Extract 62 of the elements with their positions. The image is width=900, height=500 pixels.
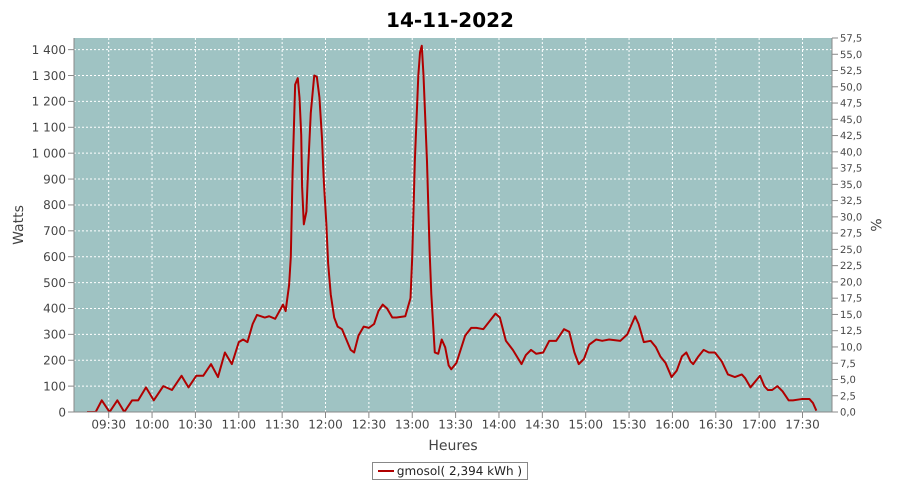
y-tick-label: 0: [58, 405, 66, 420]
x-tick-label: 11:00: [221, 418, 256, 432]
y2-tick-label: 40,0: [840, 147, 862, 158]
y2-tick-label: 15,0: [840, 310, 862, 321]
x-tick-label: 11:30: [264, 418, 300, 432]
x-tick-label: 10:00: [134, 418, 170, 432]
y2-tick-label: 5,0: [840, 375, 856, 386]
y-axis-title: Watts: [10, 205, 27, 245]
y2-tick-label: 2,5: [840, 391, 856, 402]
y2-tick-label: 20,0: [840, 277, 862, 288]
y-tick-label: 300: [43, 328, 66, 342]
y2-tick-label: 50,0: [840, 82, 862, 94]
y2-tick-label: 42,5: [840, 131, 862, 142]
y2-tick-label: 37,5: [840, 164, 862, 175]
y2-axis-title: %: [867, 218, 884, 232]
x-tick-label: 17:30: [785, 418, 820, 432]
y2-tick-label: 57,5: [840, 34, 862, 45]
y2-tick-label: 17,5: [840, 294, 862, 305]
x-tick-label: 13:00: [394, 418, 430, 432]
y2-tick-label: 25,0: [840, 244, 862, 256]
y2-tick-label: 27,5: [840, 228, 862, 240]
legend-label: gmosol( 2,394 kWh ): [396, 464, 522, 478]
y2-tick-label: 52,5: [840, 66, 862, 78]
y2-tick-label: 55,0: [840, 50, 862, 61]
x-tick-label: 14:30: [525, 418, 560, 432]
y2-tick-label: 22,5: [840, 261, 862, 272]
x-tick-label: 13:30: [438, 418, 473, 432]
y2-tick-label: 12,5: [840, 326, 862, 338]
y2-tick-label: 30,0: [840, 212, 862, 224]
y2-tick-label: 0,0: [840, 408, 856, 419]
y-tick-label: 1 000: [32, 146, 66, 160]
x-tick-label: 15:00: [568, 418, 603, 432]
line-series: [86, 44, 818, 412]
y-tick-label: 400: [43, 302, 66, 316]
y-tick-label: 100: [43, 379, 66, 394]
y-tick-label: 200: [43, 353, 66, 368]
y2-tick-label: 7,5: [840, 358, 856, 370]
x-tick-label: 12:30: [352, 418, 386, 432]
y2-tick-label: 10,0: [840, 342, 862, 354]
x-tick-label: 10:30: [178, 418, 213, 432]
y-tick-label: 600: [43, 250, 66, 264]
x-tick-label: 14:00: [482, 418, 516, 432]
chart-title: 14-11-2022: [385, 8, 515, 32]
y-tick-label: 1 100: [32, 120, 66, 135]
x-tick-label: 16:00: [655, 418, 690, 432]
y2-tick-label: 45,0: [840, 114, 862, 126]
x-axis-title: Heures: [428, 438, 478, 454]
y-tick-label: 1 400: [32, 42, 66, 57]
y-tick-label: 1 200: [32, 94, 66, 109]
x-tick-label: 15:30: [612, 418, 646, 432]
x-tick-label: 09:30: [91, 418, 126, 432]
x-tick-label: 12:00: [308, 418, 343, 432]
y2-tick-label: 47,5: [840, 98, 862, 110]
x-tick-label: 17:00: [742, 418, 776, 432]
x-tick-label: 16:30: [698, 418, 734, 432]
y-tick-label: 800: [43, 198, 66, 212]
y2-tick-label: 35,0: [840, 180, 862, 191]
y-tick-label: 500: [43, 276, 66, 290]
y-tick-label: 900: [43, 172, 66, 186]
y2-tick-label: 32,5: [840, 196, 862, 208]
y-tick-label: 1 300: [32, 68, 66, 83]
y-tick-label: 700: [43, 224, 66, 238]
